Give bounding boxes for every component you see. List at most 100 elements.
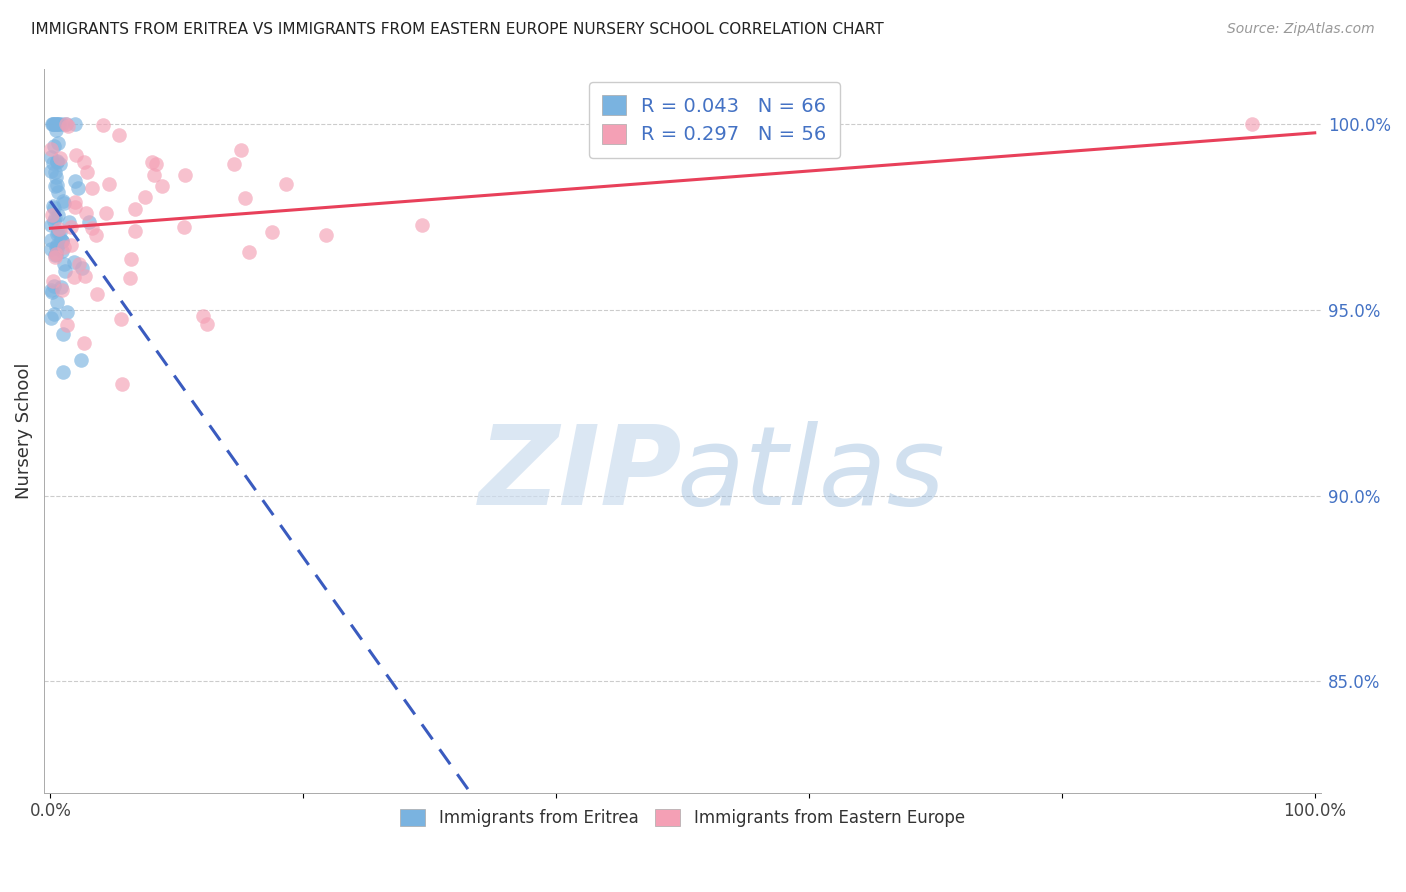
Point — [52, 365, 75, 379]
Point — [49, 233, 72, 247]
Point — [70, 260, 93, 275]
Point — [45, 227, 67, 241]
Point — [42, 307, 65, 321]
Point — [262, 225, 284, 239]
Point — [44, 165, 66, 179]
Point — [41, 310, 63, 325]
Point — [46, 117, 69, 131]
Text: Source: ZipAtlas.com: Source: ZipAtlas.com — [1227, 22, 1375, 37]
Point — [111, 376, 134, 391]
Point — [44, 117, 66, 131]
Point — [53, 264, 76, 278]
Point — [42, 117, 65, 131]
Point — [39, 242, 62, 256]
Point — [42, 274, 65, 288]
Point — [51, 234, 73, 248]
Point — [191, 309, 214, 323]
Point — [51, 283, 73, 297]
Point — [91, 118, 114, 132]
Point — [42, 117, 65, 131]
Point — [121, 252, 143, 267]
Point — [48, 117, 70, 131]
Point — [134, 190, 156, 204]
Point — [45, 247, 67, 261]
Point — [44, 211, 66, 225]
Point — [45, 237, 67, 252]
Point — [63, 270, 86, 285]
Point — [145, 157, 167, 171]
Point — [48, 225, 70, 239]
Point — [45, 169, 67, 184]
Point — [76, 206, 98, 220]
Point — [69, 353, 91, 368]
Y-axis label: Nursery School: Nursery School — [15, 362, 32, 499]
Point — [55, 318, 77, 332]
Point — [56, 120, 79, 134]
Point — [51, 244, 73, 259]
Point — [60, 219, 83, 234]
Point — [39, 233, 62, 247]
Point — [1240, 117, 1263, 131]
Point — [39, 218, 62, 232]
Point — [65, 148, 87, 162]
Point — [45, 246, 67, 260]
Point — [77, 215, 100, 229]
Point — [222, 156, 245, 170]
Point — [59, 238, 82, 252]
Point — [52, 326, 75, 341]
Point — [82, 221, 104, 235]
Point — [53, 257, 76, 271]
Point — [110, 312, 132, 326]
Point — [46, 241, 69, 255]
Point — [66, 181, 89, 195]
Point — [120, 271, 142, 285]
Point — [56, 305, 79, 319]
Point — [48, 157, 70, 171]
Point — [124, 202, 146, 216]
Point — [63, 174, 86, 188]
Point — [41, 285, 63, 300]
Point — [229, 143, 252, 157]
Point — [41, 117, 63, 131]
Point — [76, 165, 98, 179]
Point — [63, 254, 86, 268]
Point — [73, 336, 96, 351]
Point — [152, 178, 174, 193]
Point — [45, 117, 67, 131]
Point — [276, 178, 298, 192]
Point — [51, 280, 73, 294]
Point — [39, 283, 62, 297]
Point — [48, 136, 70, 151]
Point — [238, 244, 260, 259]
Text: atlas: atlas — [676, 420, 945, 527]
Point — [45, 117, 67, 131]
Point — [63, 200, 86, 214]
Point — [63, 117, 86, 131]
Point — [96, 206, 118, 220]
Point — [46, 185, 69, 199]
Point — [67, 256, 90, 270]
Point — [86, 286, 108, 301]
Point — [58, 215, 80, 229]
Text: IMMIGRANTS FROM ERITREA VS IMMIGRANTS FROM EASTERN EUROPE NURSERY SCHOOL CORRELA: IMMIGRANTS FROM ERITREA VS IMMIGRANTS FR… — [31, 22, 884, 37]
Point — [39, 142, 62, 156]
Point — [80, 181, 103, 195]
Point — [46, 295, 69, 310]
Point — [55, 117, 77, 131]
Point — [51, 234, 73, 248]
Point — [411, 218, 433, 232]
Point — [44, 179, 66, 194]
Point — [46, 154, 69, 169]
Point — [49, 152, 72, 166]
Point — [44, 250, 66, 264]
Point — [51, 117, 73, 131]
Legend: Immigrants from Eritrea, Immigrants from Eastern Europe: Immigrants from Eritrea, Immigrants from… — [392, 800, 973, 835]
Point — [97, 177, 120, 191]
Point — [45, 123, 67, 137]
Point — [315, 227, 337, 242]
Point — [45, 178, 67, 192]
Point — [174, 168, 197, 182]
Point — [75, 269, 97, 284]
Point — [63, 194, 86, 209]
Point — [41, 207, 63, 221]
